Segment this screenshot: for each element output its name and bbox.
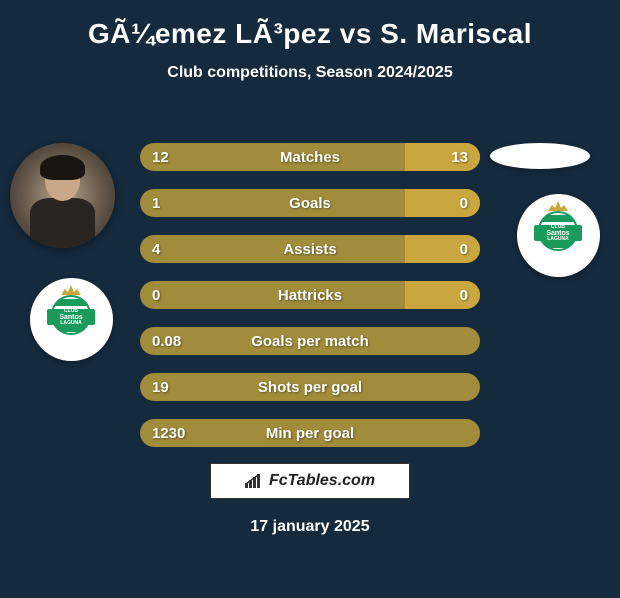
santos-crown-icon — [548, 201, 568, 211]
stat-value-right: 13 — [451, 149, 468, 166]
santos-logo-icon: CLUB Santos LAGUNA — [526, 203, 591, 268]
stat-bar-row: 0 Hattricks 0 — [140, 281, 480, 309]
santos-stripe — [538, 241, 578, 248]
stat-value-left: 4 — [152, 241, 160, 258]
stats-bars-container: 12 Matches 13 1 Goals 0 4 Assists 0 0 Hattricks 0 0.… — [140, 143, 480, 465]
santos-stripe — [538, 215, 578, 222]
stat-value-left: 0.08 — [152, 333, 181, 350]
santos-logo-icon: CLUB Santos LAGUNA — [39, 287, 104, 352]
stat-bar-fill-right — [405, 189, 480, 217]
stat-value-left: 1 — [152, 195, 160, 212]
stat-value-right: 0 — [460, 241, 468, 258]
player-right-placeholder — [490, 143, 590, 169]
stat-bar-row: 1230 Min per goal — [140, 419, 480, 447]
santos-stripe — [51, 299, 91, 306]
santos-crown-icon — [61, 285, 81, 295]
chart-icon — [245, 474, 263, 488]
stat-value-left: 19 — [152, 379, 169, 396]
stat-bar-row: 1 Goals 0 — [140, 189, 480, 217]
stat-label: Matches — [280, 149, 340, 166]
avatar-body-shape — [30, 198, 95, 248]
stat-bar-row: 19 Shots per goal — [140, 373, 480, 401]
stat-bar-row: 12 Matches 13 — [140, 143, 480, 171]
stat-label: Assists — [283, 241, 336, 258]
footer-brand-text: FcTables.com — [269, 472, 375, 490]
page-title: GÃ¼emez LÃ³pez vs S. Mariscal — [0, 18, 620, 50]
stat-bar-fill-right — [405, 235, 480, 263]
player-left-avatar — [10, 143, 115, 248]
stat-value-right: 0 — [460, 195, 468, 212]
stat-value-left: 1230 — [152, 425, 185, 442]
stat-label: Goals per match — [251, 333, 369, 350]
stat-label: Goals — [289, 195, 331, 212]
santos-laguna-text: LAGUNA — [547, 237, 568, 242]
stat-label: Hattricks — [278, 287, 342, 304]
stat-bar-fill-right — [405, 143, 480, 171]
stat-value-left: 12 — [152, 149, 169, 166]
page-subtitle: Club competitions, Season 2024/2025 — [0, 64, 620, 82]
stat-bar-row: 4 Assists 0 — [140, 235, 480, 263]
santos-stripe — [51, 325, 91, 332]
stat-label: Min per goal — [266, 425, 354, 442]
santos-banner: CLUB Santos LAGUNA — [47, 309, 95, 325]
avatar-hair-shape — [40, 155, 85, 180]
santos-banner: CLUB Santos LAGUNA — [534, 225, 582, 241]
club-right-badge: CLUB Santos LAGUNA — [517, 194, 600, 277]
stat-value-left: 0 — [152, 287, 160, 304]
stat-label: Shots per goal — [258, 379, 362, 396]
footer-brand-box: FcTables.com — [210, 463, 410, 499]
date-text: 17 january 2025 — [250, 518, 369, 536]
santos-laguna-text: LAGUNA — [60, 321, 81, 326]
stat-bar-fill-right — [405, 281, 480, 309]
club-left-badge: CLUB Santos LAGUNA — [30, 278, 113, 361]
stat-bar-row: 0.08 Goals per match — [140, 327, 480, 355]
stat-value-right: 0 — [460, 287, 468, 304]
